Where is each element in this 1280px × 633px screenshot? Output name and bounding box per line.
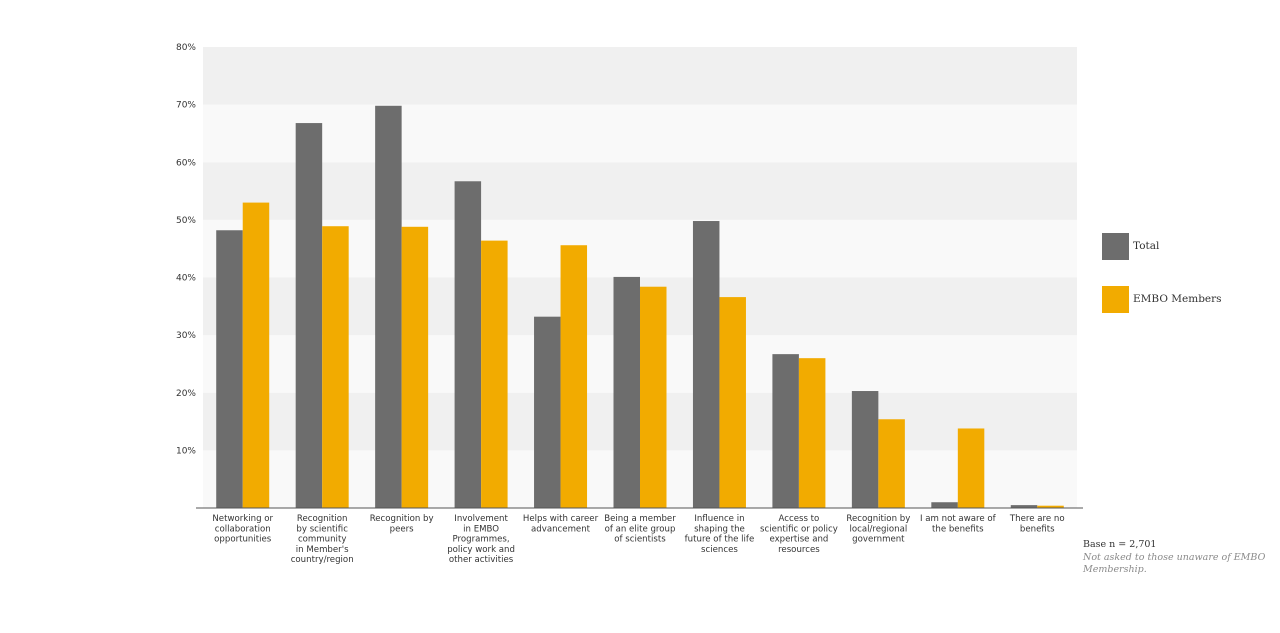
legend-label-embo-members: EMBO Members (1133, 293, 1222, 305)
bar-embo-members-10 (957, 428, 985, 508)
bar-embo-members-11 (1037, 505, 1064, 508)
bar-total-6 (613, 276, 640, 508)
bar-embo-members-5 (560, 245, 588, 509)
x-axis-category-labels: Networking or collaboration opportunities R… (212, 514, 1064, 565)
bar-embo-members-9 (878, 419, 905, 508)
bar-embo-members-6 (640, 286, 667, 508)
x-category-label: Involvement in EMBO Programmes, policy work… (447, 514, 515, 565)
x-category-label: I am not aware of the benefits (920, 514, 997, 534)
x-category-label: Recognition by peers (370, 514, 434, 534)
x-category-label: Recognition by scientific community in Memb… (291, 514, 354, 565)
bar-embo-members-7 (719, 297, 746, 508)
y-tick-label: 70% (176, 101, 196, 111)
bar-total-3 (375, 105, 402, 508)
y-tick-label: 80% (176, 43, 196, 53)
base-note: Base n = 2,701 (1083, 539, 1157, 550)
bar-total-7 (692, 221, 720, 508)
x-category-label: Influence in shaping the future of the lif… (685, 514, 755, 555)
bar-embo-members-2 (322, 226, 349, 508)
legend-label-total: Total (1133, 240, 1160, 252)
x-category-label: Being a member of an elite group of scient… (604, 514, 676, 545)
y-tick-label: 50% (176, 216, 196, 226)
y-tick-label: 30% (176, 331, 196, 341)
y-tick-label: 40% (176, 274, 196, 284)
grid-band (203, 104, 1077, 163)
bar-total-4 (454, 181, 482, 509)
grid-band (203, 47, 1077, 105)
x-category-label: Access to scientific or policy expertise a… (760, 514, 838, 555)
y-tick-label: 10% (176, 446, 196, 456)
legend-item-total: Total (1102, 232, 1262, 260)
bar-total-8 (772, 354, 799, 508)
bar-embo-members-4 (481, 240, 508, 508)
legend: Total EMBO Members (1102, 232, 1262, 313)
bar-total-1 (216, 230, 243, 508)
y-tick-label: 60% (176, 158, 196, 168)
bar-embo-members-8 (798, 358, 826, 508)
bar-total-5 (534, 316, 561, 508)
survey-note: Not asked to those unaware of EMBO Membe… (1083, 551, 1266, 576)
bars (216, 105, 1064, 509)
bar-total-2 (295, 123, 323, 508)
y-tick-label: 20% (176, 389, 196, 399)
bar-embo-members-1 (242, 202, 270, 508)
legend-swatch-embo-members (1102, 285, 1129, 313)
bar-total-10 (931, 502, 958, 508)
x-category-label: Networking or collaboration opportunities (212, 514, 273, 545)
grid-band (203, 162, 1077, 220)
x-category-label: There are no benefits (1009, 514, 1065, 534)
x-category-label: Helps with career advancement (523, 514, 599, 534)
legend-item-embo-members: EMBO Members (1102, 285, 1262, 313)
x-category-label: Recognition by local/regional government (846, 514, 910, 545)
bar-total-11 (1010, 505, 1038, 508)
bar-embo-members-3 (401, 226, 429, 509)
bar-total-9 (851, 391, 879, 508)
chart-notes: Base n = 2,701 Not asked to those unawar… (1083, 539, 1273, 577)
legend-swatch-total (1102, 232, 1129, 260)
y-axis-tick-labels: 10% 20% 30% 40% 50% 60% 70% 80% (176, 43, 196, 456)
